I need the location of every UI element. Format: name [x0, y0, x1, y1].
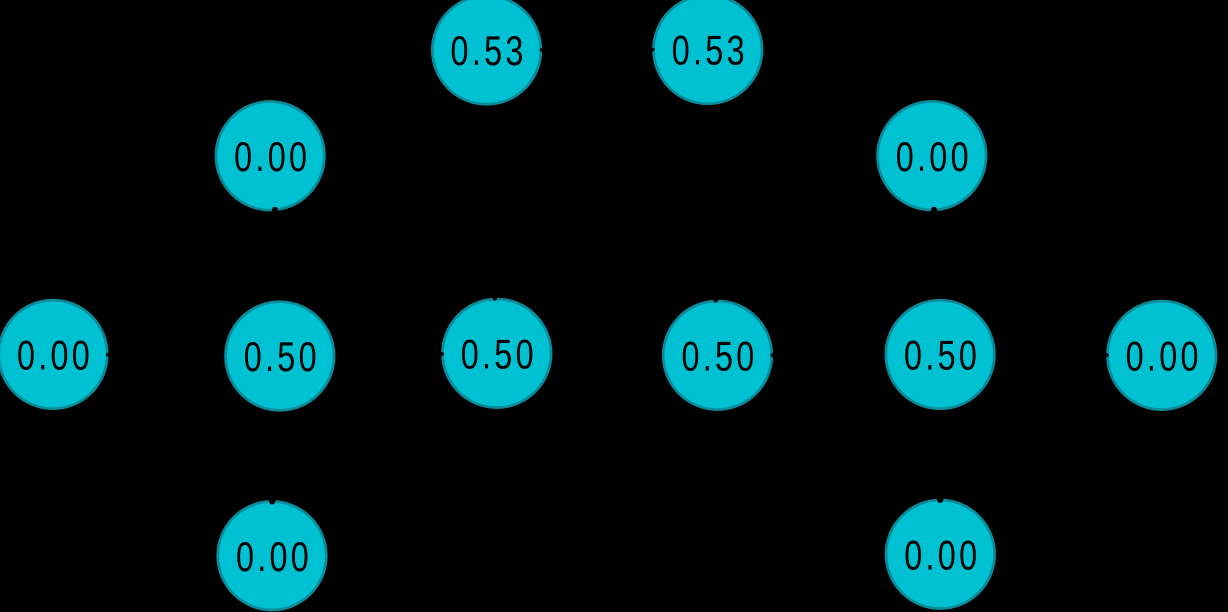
svg-text:0.00: 0.00 — [234, 133, 310, 180]
svg-text:0.53: 0.53 — [451, 27, 527, 74]
svg-text:0.53: 0.53 — [672, 27, 748, 74]
svg-text:0.50: 0.50 — [244, 333, 320, 380]
svg-text:0.50: 0.50 — [904, 332, 980, 379]
svg-text:0.00: 0.00 — [1126, 333, 1202, 380]
svg-text:0.00: 0.00 — [17, 332, 93, 379]
svg-text:0.00: 0.00 — [904, 532, 980, 579]
svg-text:0.50: 0.50 — [461, 331, 537, 378]
svg-text:0.00: 0.00 — [896, 133, 972, 180]
svg-text:0.50: 0.50 — [681, 333, 757, 380]
svg-text:0.00: 0.00 — [236, 533, 312, 580]
